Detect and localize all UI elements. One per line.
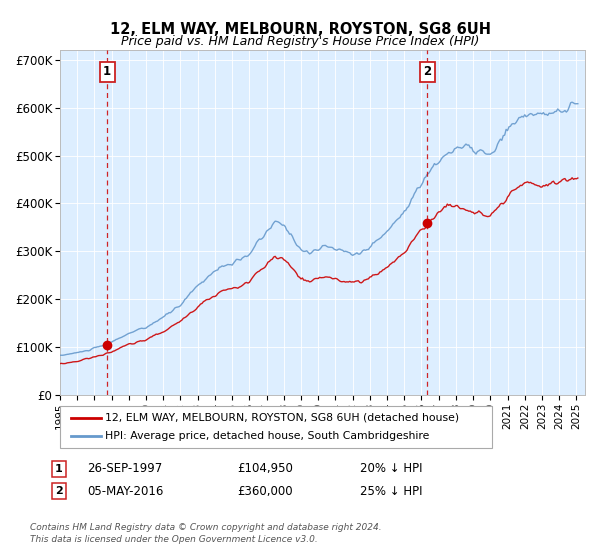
Text: 2: 2 <box>423 66 431 78</box>
Text: 2: 2 <box>55 486 62 496</box>
Text: 12, ELM WAY, MELBOURN, ROYSTON, SG8 6UH: 12, ELM WAY, MELBOURN, ROYSTON, SG8 6UH <box>110 22 491 38</box>
Text: £104,950: £104,950 <box>237 462 293 475</box>
Text: 25% ↓ HPI: 25% ↓ HPI <box>360 484 422 498</box>
Text: 20% ↓ HPI: 20% ↓ HPI <box>360 462 422 475</box>
Text: 12, ELM WAY, MELBOURN, ROYSTON, SG8 6UH (detached house): 12, ELM WAY, MELBOURN, ROYSTON, SG8 6UH … <box>105 413 459 423</box>
Text: 1: 1 <box>55 464 62 474</box>
Text: Contains HM Land Registry data © Crown copyright and database right 2024.: Contains HM Land Registry data © Crown c… <box>30 523 382 532</box>
Text: This data is licensed under the Open Government Licence v3.0.: This data is licensed under the Open Gov… <box>30 535 318 544</box>
Text: 26-SEP-1997: 26-SEP-1997 <box>87 462 162 475</box>
Text: Price paid vs. HM Land Registry's House Price Index (HPI): Price paid vs. HM Land Registry's House … <box>121 35 479 48</box>
Text: 1: 1 <box>103 66 111 78</box>
Text: £360,000: £360,000 <box>237 484 293 498</box>
Text: 05-MAY-2016: 05-MAY-2016 <box>87 484 163 498</box>
Text: HPI: Average price, detached house, South Cambridgeshire: HPI: Average price, detached house, Sout… <box>105 431 430 441</box>
